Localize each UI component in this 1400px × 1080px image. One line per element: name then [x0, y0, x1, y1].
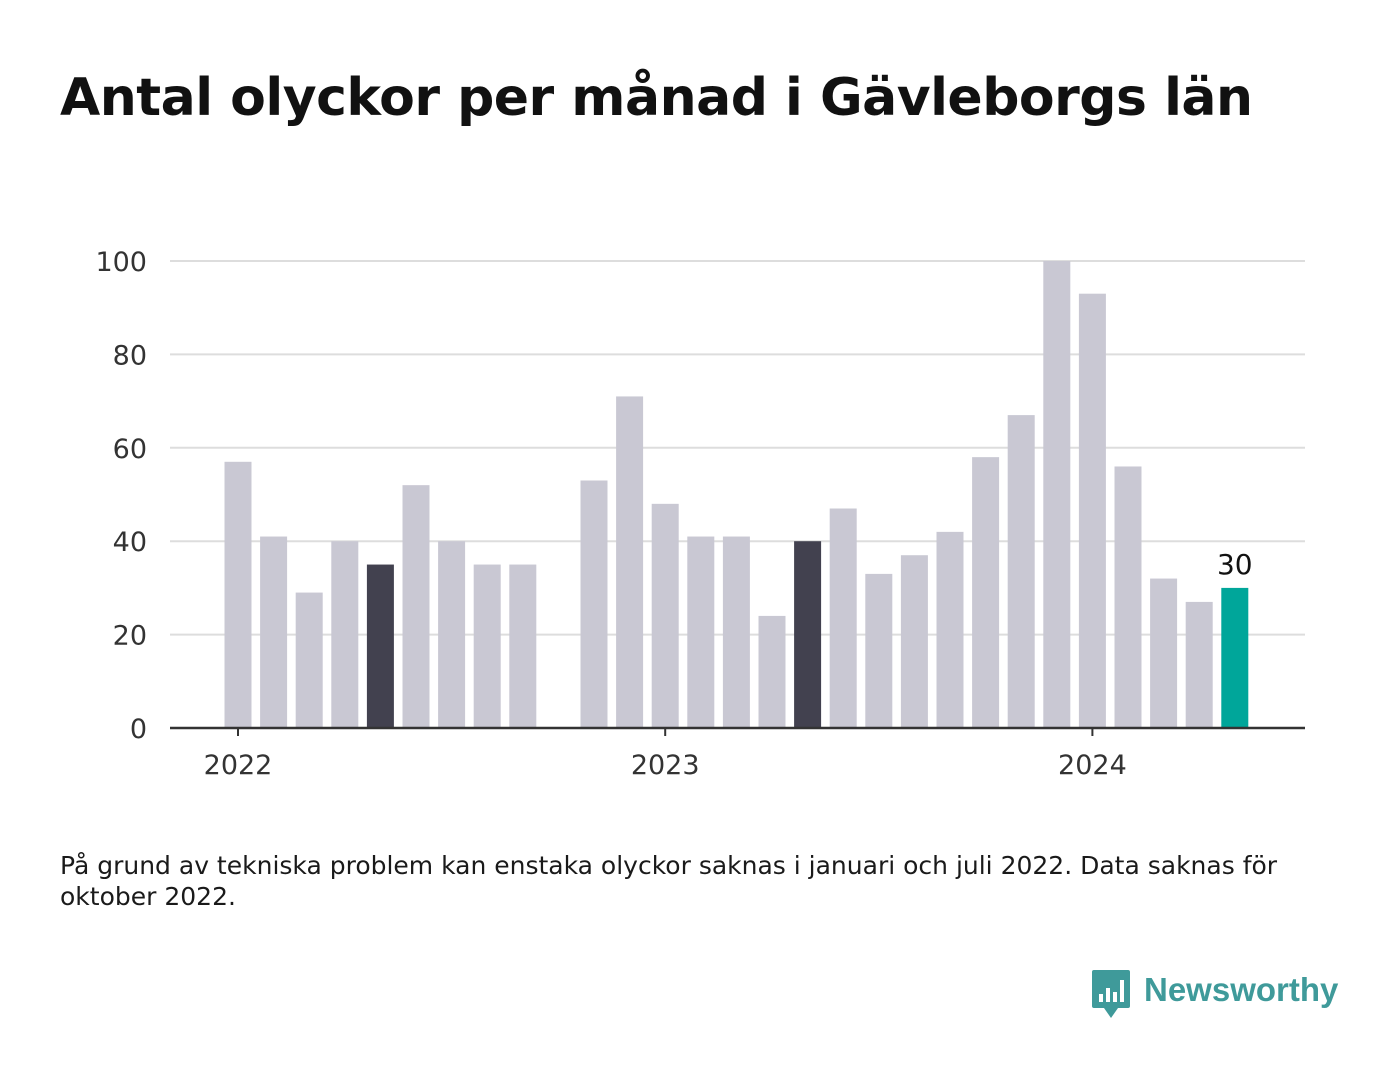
bar-chart: 0 20 40 60 80 100 2022 2023 2024 30 [95, 247, 1305, 781]
bar-2022-03 [295, 592, 323, 728]
y-tick-label: 0 [130, 714, 147, 745]
bar-2022-07 [438, 541, 466, 728]
x-tick-label: 2023 [631, 750, 700, 781]
bar-2024-05 [1221, 587, 1249, 728]
bar-2023-09 [936, 531, 964, 728]
bar-2022-12 [616, 396, 644, 728]
data-labels: 30 [1217, 548, 1253, 581]
bar-2023-06 [829, 508, 857, 728]
bar-2023-04 [758, 615, 786, 728]
y-tick-label: 100 [95, 247, 147, 278]
newsworthy-logo[interactable]: Newsworthy [1090, 968, 1338, 1024]
bar-2022-04 [331, 541, 359, 728]
chart-title: Antal olyckor per månad i Gävleborgs län [60, 68, 1253, 128]
bar-2022-08 [473, 564, 501, 728]
bar-2024-04 [1185, 601, 1213, 728]
y-tick-label: 60 [113, 434, 147, 465]
bar-2023-12 [1043, 261, 1071, 728]
y-tick-label: 80 [113, 340, 147, 371]
bar-2022-01 [224, 461, 252, 728]
bar-2023-03 [722, 536, 750, 728]
y-axis-tick-labels: 0 20 40 60 80 100 [95, 247, 147, 745]
data-label-2024-05: 30 [1217, 548, 1253, 581]
bar-2022-09 [509, 564, 537, 728]
bar-2024-03 [1150, 578, 1178, 728]
bar-2022-05 [366, 564, 394, 728]
bar-2024-02 [1114, 466, 1142, 728]
bar-2023-07 [865, 573, 893, 728]
brand-name: Newsworthy [1144, 971, 1339, 1008]
bar-2023-05 [794, 541, 822, 728]
x-axis-ticks: 2022 2023 2024 [204, 728, 1127, 781]
y-tick-label: 20 [113, 621, 147, 652]
bar-2022-02 [260, 536, 288, 728]
bar-2024-01 [1078, 293, 1106, 728]
bar-2023-11 [1007, 415, 1035, 728]
footnote: På grund av tekniska problem kan enstaka… [60, 851, 1278, 911]
bar-2022-11 [580, 480, 608, 728]
y-tick-label: 40 [113, 527, 147, 558]
bar-chart-speech-bubble-icon [1092, 970, 1130, 1018]
bar-2023-10 [972, 457, 1000, 728]
x-tick-label: 2024 [1058, 750, 1127, 781]
bar-2022-06 [402, 485, 430, 728]
bar-2023-02 [687, 536, 715, 728]
x-tick-label: 2022 [204, 750, 273, 781]
bars [224, 261, 1249, 728]
bar-2023-08 [900, 555, 928, 728]
bar-2023-01 [651, 503, 679, 728]
